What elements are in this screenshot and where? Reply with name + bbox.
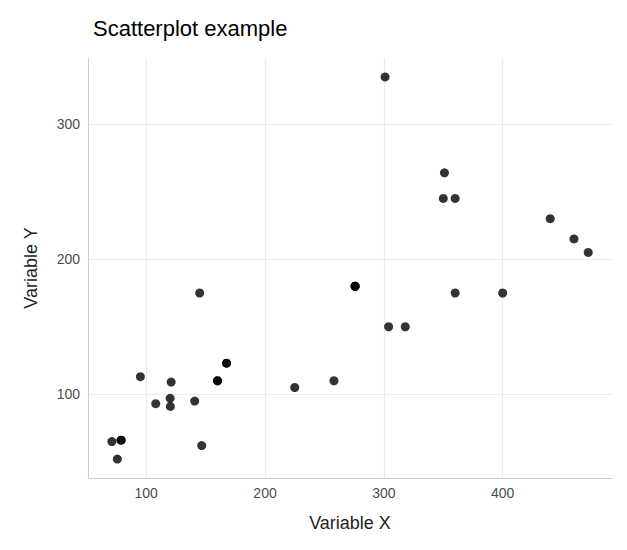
svg-text:300: 300 <box>372 485 396 501</box>
svg-text:Variable X: Variable X <box>309 513 391 533</box>
svg-text:Scatterplot example: Scatterplot example <box>93 16 287 41</box>
svg-text:200: 200 <box>253 485 277 501</box>
svg-text:200: 200 <box>57 251 81 267</box>
svg-text:300: 300 <box>57 116 81 132</box>
svg-text:400: 400 <box>491 485 515 501</box>
svg-text:Variable Y: Variable Y <box>21 227 41 308</box>
svg-text:100: 100 <box>135 485 159 501</box>
svg-text:100: 100 <box>57 386 81 402</box>
